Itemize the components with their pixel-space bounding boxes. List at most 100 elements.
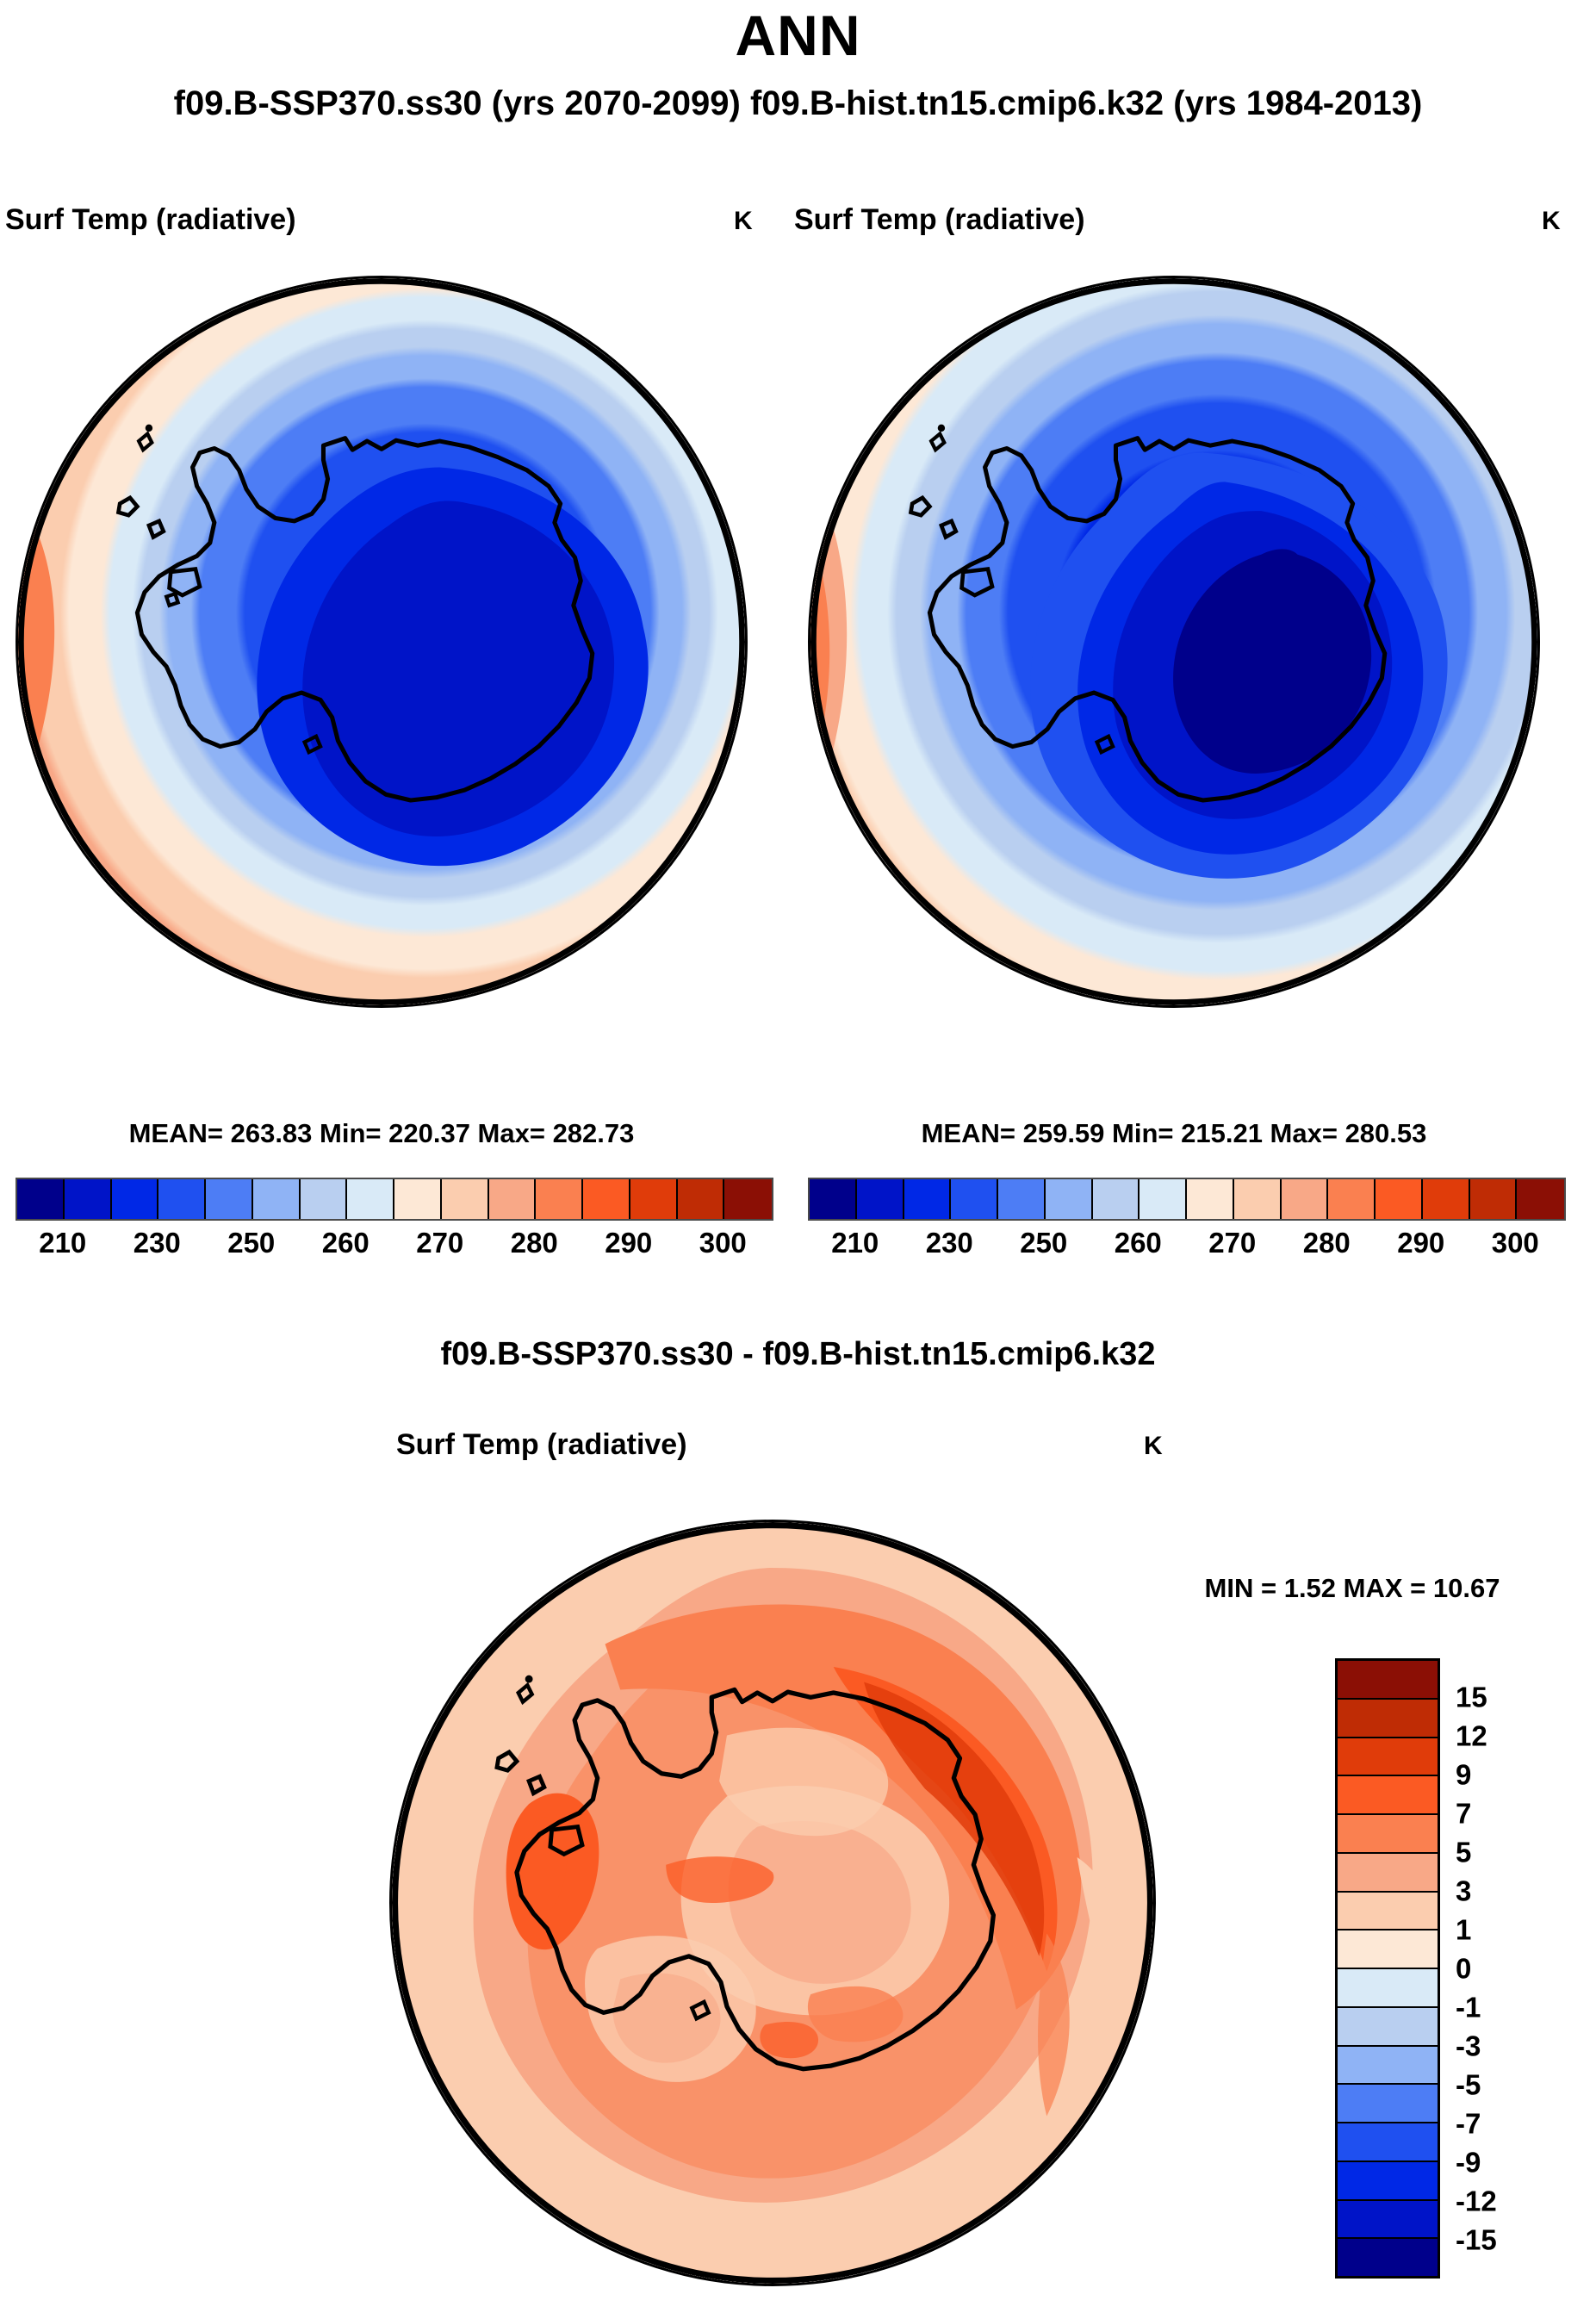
- colorbar-cell: [17, 1179, 65, 1219]
- colorbar-cell: [1338, 1853, 1438, 1893]
- colorbar-tick-label: 210: [39, 1227, 87, 1259]
- colorbar-cell: [347, 1179, 394, 1219]
- colorbar-tick-label: -15: [1456, 2223, 1497, 2256]
- colorbar-tick-label: 15: [1456, 1681, 1487, 1713]
- colorbar-cell: [1338, 2239, 1438, 2276]
- colorbar-cell: [1338, 1892, 1438, 1931]
- colorbar-cell: [158, 1179, 206, 1219]
- colorbar-cell: [252, 1179, 301, 1219]
- colorbar-tick-label: -12: [1456, 2185, 1497, 2217]
- colorbar-right[interactable]: [808, 1178, 1566, 1221]
- colorbar-tick-label: 230: [925, 1227, 973, 1259]
- colorbar-tick-label: 1: [1456, 1913, 1472, 1946]
- colorbar-left[interactable]: [16, 1178, 773, 1221]
- colorbar-cell: [1469, 1179, 1518, 1219]
- map-right-contours: [810, 278, 1537, 1005]
- colorbar-cell: [111, 1179, 159, 1219]
- colorbar-tick-label: 280: [1302, 1227, 1351, 1259]
- colorbar-cell: [441, 1179, 489, 1219]
- colorbar-cell: [1517, 1179, 1564, 1219]
- right-panel-stats: MEAN= 259.59 Min= 215.21 Max= 280.53: [921, 1118, 1427, 1148]
- colorbar-tick-label: 270: [416, 1227, 464, 1259]
- colorbar-cell: [1045, 1179, 1093, 1219]
- colorbar-cell: [536, 1179, 583, 1219]
- map-right-historical[interactable]: [808, 276, 1540, 1008]
- map-left-contours: [18, 278, 745, 1005]
- colorbar-cell: [206, 1179, 253, 1219]
- colorbar-cell: [998, 1179, 1046, 1219]
- colorbar-cell: [630, 1179, 678, 1219]
- colorbar-cell: [1338, 1776, 1438, 1815]
- colorbar-difference[interactable]: [1335, 1658, 1440, 2279]
- colorbar-tick-label: -1: [1456, 1991, 1481, 2024]
- colorbar-cell: [394, 1179, 442, 1219]
- colorbar-tick-label: 290: [1397, 1227, 1445, 1259]
- colorbar-cell: [1187, 1179, 1234, 1219]
- left-panel-variable-label: Surf Temp (radiative): [5, 203, 296, 236]
- colorbar-right-ticks: 210 230 250 260 270 280 290 300: [808, 1228, 1562, 1266]
- colorbar-cell: [1376, 1179, 1423, 1219]
- colorbar-tick-label: 260: [321, 1227, 370, 1259]
- colorbar-tick-label: 250: [227, 1227, 276, 1259]
- colorbar-tick-label: 5: [1456, 1836, 1472, 1868]
- colorbar-cell: [1338, 1969, 1438, 2008]
- left-panel-stats: MEAN= 263.83 Min= 220.37 Max= 282.73: [128, 1118, 635, 1148]
- colorbar-cell: [64, 1179, 112, 1219]
- colorbar-tick-label: 230: [133, 1227, 181, 1259]
- case-subtitle: f09.B-SSP370.ss30 (yrs 2070-2099) f09.B-…: [173, 84, 1423, 122]
- colorbar-tick-label: 270: [1208, 1227, 1257, 1259]
- colorbar-cell: [1338, 2200, 1438, 2240]
- colorbar-tick-label: 9: [1456, 1758, 1472, 1791]
- colorbar-tick-label: 300: [699, 1227, 747, 1259]
- colorbar-cell: [300, 1179, 348, 1219]
- colorbar-tick-label: 12: [1456, 1719, 1487, 1752]
- colorbar-difference-ticks: 15 12 9 7 5 3 1 0 -1 -3 -5 -7 -9 -12 -15: [1456, 1658, 1585, 2279]
- colorbar-tick-label: 290: [605, 1227, 653, 1259]
- colorbar-cell: [1233, 1179, 1282, 1219]
- colorbar-cell: [1338, 2085, 1438, 2123]
- right-panel-variable-label: Surf Temp (radiative): [794, 203, 1085, 236]
- colorbar-tick-label: 260: [1114, 1227, 1162, 1259]
- colorbar-cell: [1338, 1699, 1438, 1738]
- colorbar-cell: [1338, 2123, 1438, 2162]
- colorbar-cell: [1328, 1179, 1376, 1219]
- colorbar-cell: [904, 1179, 952, 1219]
- colorbar-tick-label: -7: [1456, 2107, 1481, 2140]
- colorbar-tick-label: 3: [1456, 1874, 1472, 1907]
- colorbar-cell: [1338, 1738, 1438, 1777]
- colorbar-cell: [1338, 2046, 1438, 2086]
- map-difference[interactable]: [389, 1520, 1156, 2286]
- left-panel-units-label: K: [734, 207, 753, 235]
- colorbar-cell: [583, 1179, 630, 1219]
- diff-panel-variable-label: Surf Temp (radiative): [396, 1428, 687, 1461]
- colorbar-cell: [1281, 1179, 1329, 1219]
- colorbar-cell: [1140, 1179, 1187, 1219]
- colorbar-cell: [1422, 1179, 1470, 1219]
- map-left-ssp370[interactable]: [16, 276, 748, 1008]
- colorbar-cell: [677, 1179, 725, 1219]
- colorbar-cell: [488, 1179, 537, 1219]
- colorbar-cell: [810, 1179, 857, 1219]
- map-difference-contours: [392, 1522, 1153, 2284]
- page-title: ANN: [735, 3, 861, 67]
- colorbar-cell: [1338, 1930, 1438, 1969]
- colorbar-tick-label: 300: [1491, 1227, 1539, 1259]
- colorbar-tick-label: 7: [1456, 1797, 1472, 1830]
- colorbar-left-ticks: 210 230 250 260 270 280 290 300: [16, 1228, 770, 1266]
- colorbar-cell: [1338, 1661, 1438, 1700]
- diff-panel-stats: MIN = 1.52 MAX = 10.67: [1204, 1573, 1500, 1603]
- colorbar-cell: [951, 1179, 998, 1219]
- colorbar-cell: [1338, 2161, 1438, 2201]
- colorbar-tick-label: 210: [831, 1227, 879, 1259]
- difference-title: f09.B-SSP370.ss30 - f09.B-hist.tn15.cmip…: [440, 1336, 1156, 1372]
- diff-panel-units-label: K: [1144, 1432, 1163, 1460]
- colorbar-cell: [1338, 1815, 1438, 1854]
- colorbar-tick-label: 250: [1020, 1227, 1068, 1259]
- colorbar-tick-label: -3: [1456, 2030, 1481, 2062]
- colorbar-tick-label: 280: [510, 1227, 558, 1259]
- colorbar-tick-label: -9: [1456, 2146, 1481, 2179]
- colorbar-cell: [1338, 2007, 1438, 2047]
- right-panel-units-label: K: [1542, 207, 1561, 235]
- colorbar-cell: [856, 1179, 904, 1219]
- colorbar-tick-label: 0: [1456, 1952, 1472, 1985]
